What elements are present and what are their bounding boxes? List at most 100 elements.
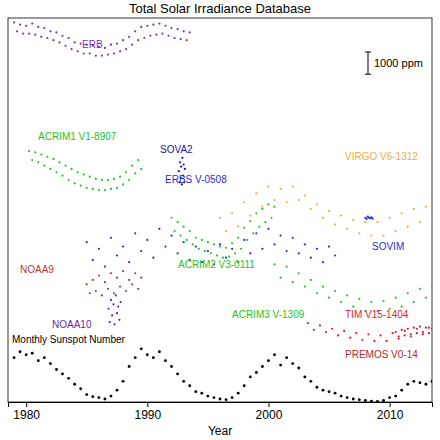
- data-point: [416, 328, 418, 330]
- data-point: [77, 171, 79, 173]
- series-group: [307, 322, 430, 342]
- data-point: [86, 187, 88, 189]
- data-point: [355, 332, 357, 334]
- data-point: [292, 186, 294, 188]
- data-point: [122, 380, 125, 383]
- data-point: [118, 319, 120, 321]
- data-point: [286, 250, 288, 252]
- data-point: [358, 232, 360, 234]
- data-point: [331, 328, 333, 330]
- data-point: [83, 173, 85, 175]
- data-point: [334, 392, 337, 395]
- data-point: [164, 246, 166, 248]
- data-point: [322, 217, 324, 219]
- data-point: [401, 329, 403, 331]
- data-point: [46, 156, 48, 158]
- data-point: [413, 208, 415, 210]
- data-point: [71, 168, 73, 170]
- data-point: [140, 347, 143, 350]
- x-tick: 1990: [134, 402, 161, 422]
- data-point: [43, 165, 45, 167]
- scale-bar-cap: [365, 74, 371, 75]
- data-point: [101, 55, 103, 57]
- series-label: PREMOS V0-14: [345, 349, 418, 360]
- data-point: [231, 396, 234, 399]
- data-point: [213, 243, 215, 245]
- data-point: [183, 163, 185, 165]
- data-point: [134, 272, 136, 274]
- data-point: [189, 230, 191, 232]
- data-point: [231, 248, 233, 250]
- data-point: [91, 395, 94, 398]
- data-point: [103, 398, 106, 401]
- data-point: [285, 356, 288, 359]
- data-point: [328, 210, 330, 212]
- data-point: [107, 288, 109, 290]
- data-point: [304, 285, 306, 287]
- data-point: [137, 39, 139, 41]
- data-point: [19, 24, 21, 26]
- data-point: [216, 254, 218, 256]
- data-point: [192, 243, 194, 245]
- data-point: [346, 396, 349, 399]
- data-point: [346, 228, 348, 230]
- data-point: [49, 168, 51, 170]
- data-point: [210, 252, 212, 254]
- data-point: [71, 48, 73, 50]
- data-point: [22, 32, 24, 34]
- data-point: [116, 187, 118, 189]
- series-group: [219, 186, 432, 237]
- data-point: [340, 214, 342, 216]
- data-point: [219, 246, 221, 248]
- tick-mark: [390, 402, 391, 407]
- data-point: [134, 30, 136, 32]
- data-point: [49, 362, 52, 365]
- data-point: [243, 201, 245, 203]
- data-point: [249, 375, 252, 378]
- data-point: [425, 327, 427, 329]
- data-point: [113, 52, 115, 54]
- data-point: [370, 234, 372, 236]
- data-point: [298, 252, 300, 254]
- series-label: ACRIM2 V3-0111: [178, 259, 255, 270]
- data-point: [419, 288, 421, 290]
- data-point: [195, 246, 197, 248]
- data-point: [252, 232, 254, 234]
- data-point: [131, 44, 133, 46]
- series-label: ERB: [82, 39, 103, 50]
- tick-label: 1990: [134, 408, 161, 422]
- data-point: [189, 31, 191, 33]
- data-point: [55, 31, 57, 33]
- data-point: [398, 338, 400, 340]
- data-point: [261, 365, 264, 368]
- data-point: [346, 294, 348, 296]
- data-point: [225, 230, 227, 232]
- data-point: [83, 52, 85, 54]
- data-point: [352, 398, 355, 401]
- x-axis: 1980199020002010: [9, 402, 433, 422]
- data-point: [231, 242, 233, 244]
- data-point: [273, 353, 276, 356]
- data-point: [425, 297, 427, 299]
- series-label: NOAA10: [52, 319, 92, 330]
- data-point: [117, 305, 119, 307]
- data-point: [264, 221, 266, 223]
- series-label: NOAA9: [20, 264, 54, 275]
- data-point: [431, 219, 432, 221]
- data-point: [413, 301, 415, 303]
- data-point: [261, 248, 263, 250]
- data-point: [116, 254, 118, 256]
- data-point: [258, 226, 260, 228]
- data-point: [116, 389, 119, 392]
- data-point: [407, 226, 409, 228]
- data-point: [128, 365, 131, 368]
- data-point: [40, 153, 42, 155]
- data-point: [112, 303, 114, 305]
- data-point: [249, 214, 251, 216]
- data-point: [128, 179, 130, 181]
- data-point: [325, 331, 327, 333]
- scale-bar-label: 1000 ppm: [374, 57, 423, 69]
- data-point: [255, 232, 257, 234]
- data-point: [164, 25, 166, 27]
- data-point: [334, 223, 336, 225]
